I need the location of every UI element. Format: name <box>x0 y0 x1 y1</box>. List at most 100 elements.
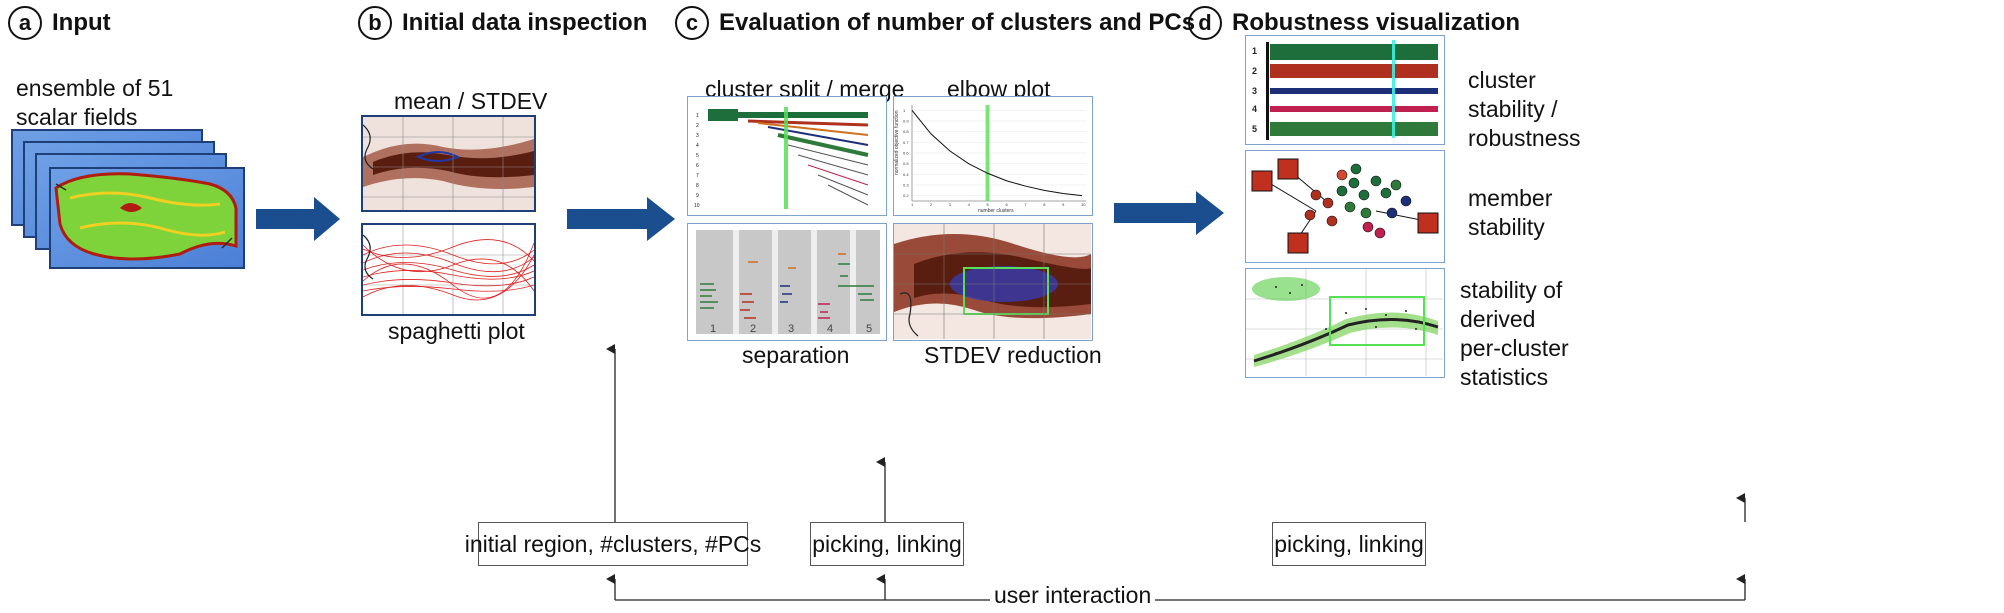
robust-row-label: 5 <box>1252 124 1257 134</box>
separation-label: separation <box>742 342 850 368</box>
elbow-highlight <box>985 105 990 201</box>
separation-tick: 1 <box>710 323 716 335</box>
flow-arrow-b-c <box>567 197 675 241</box>
split-row-label: 8 <box>696 183 699 189</box>
picking-linking-c-box[interactable]: picking, linking <box>810 522 964 566</box>
stdev-reduction-panel <box>893 223 1093 341</box>
split-merge-panel: 1 2 3 4 5 6 7 8 9 10 <box>687 96 887 216</box>
derived-statistics-line4: statistics <box>1460 364 1549 390</box>
split-row-label: 7 <box>696 173 699 179</box>
elbow-x-tick: 3 <box>949 202 952 207</box>
elbow-y-tick: 0.7 <box>903 140 909 145</box>
spaghetti-plot-panel <box>361 223 536 316</box>
split-merge-chart: 1 2 3 4 5 6 7 8 9 10 <box>688 97 885 214</box>
separation-tick: 5 <box>866 323 872 335</box>
cluster-stability-line2: stability / <box>1468 96 1558 122</box>
elbow-x-tick: 4 <box>968 202 971 207</box>
step-b-header: b Initial data inspection <box>358 6 647 40</box>
separation-tick: 3 <box>788 323 794 335</box>
split-row-label: 4 <box>696 143 699 149</box>
split-row-label: 2 <box>696 123 699 129</box>
picking-linking-d-box[interactable]: picking, linking <box>1272 522 1426 566</box>
step-d-title: Robustness visualization <box>1232 9 1521 36</box>
step-a-badge: a <box>8 6 42 40</box>
flow-arrow-c-d <box>1114 191 1224 235</box>
robust-row-label: 4 <box>1252 104 1257 114</box>
cluster-stability-label: cluster stability / robustness <box>1468 66 1581 153</box>
member-stability-label: member stability <box>1468 184 1552 242</box>
split-row-label: 1 <box>696 113 699 119</box>
split-row-label: 9 <box>696 193 699 199</box>
elbow-y-tick: 0.6 <box>903 151 909 156</box>
split-row-label: 3 <box>696 133 699 139</box>
separation-tick: 4 <box>827 323 833 335</box>
elbow-x-tick: 5 <box>987 202 990 207</box>
step-d-header: d Robustness visualization <box>1188 6 1520 40</box>
elbow-x-tick: 8 <box>1043 202 1046 207</box>
split-row-label: 6 <box>696 163 699 169</box>
member-stability-line1: member <box>1468 185 1553 211</box>
derived-statistics-panel <box>1245 268 1445 378</box>
split-merge-row-labels: 1 2 3 4 5 6 7 8 9 10 <box>694 113 700 209</box>
elbow-y-tick: 0.9 <box>903 119 909 124</box>
derived-statistics-label: stability of derived per-cluster statist… <box>1460 276 1569 392</box>
split-row-label: 5 <box>696 153 699 159</box>
step-a-title: Input <box>52 9 111 36</box>
elbow-y-tick: 0.2 <box>903 193 909 198</box>
robust-row-label: 2 <box>1252 66 1257 76</box>
split-merge-highlight <box>784 107 788 209</box>
step-d-badge: d <box>1188 6 1222 40</box>
elbow-x-tick: 1 <box>911 202 914 207</box>
derived-statistics-line3: per-cluster <box>1460 335 1569 361</box>
elbow-x-axis-label: number clusters <box>978 208 1014 214</box>
picking-linking-d-text: picking, linking <box>1274 530 1424 557</box>
flow-arrow-a-b <box>256 197 340 241</box>
field-card-4 <box>49 167 245 269</box>
split-row-label: 10 <box>694 203 700 209</box>
elbow-x-tick: 6 <box>1005 202 1008 207</box>
initial-region-text: initial region, #clusters, #PCs <box>464 530 762 557</box>
elbow-y-tick: 0.5 <box>903 161 909 166</box>
elbow-x-tick: 7 <box>1024 202 1027 207</box>
member-stability-panel <box>1245 150 1445 263</box>
mean-stdev-panel <box>361 115 536 212</box>
step-c-badge: c <box>675 6 709 40</box>
input-caption-line1: ensemble of 51 <box>16 75 174 101</box>
elbow-y-tick: 0.3 <box>903 183 909 188</box>
cluster-stability-line3: robustness <box>1468 125 1581 151</box>
elbow-y-axis-label: normalized objective function <box>894 110 900 175</box>
elbow-y-tick: 1 <box>903 108 906 113</box>
spaghetti-plot-label: spaghetti plot <box>388 318 525 344</box>
derived-region-box <box>1329 296 1425 346</box>
member-stability-line2: stability <box>1468 214 1545 240</box>
input-caption: ensemble of 51 scalar fields <box>16 74 173 132</box>
elbow-chart: normalized objective function number clu… <box>894 97 1091 214</box>
elbow-x-tick: 10 <box>1081 202 1086 207</box>
cluster-stability-panel: 1 2 3 4 5 <box>1245 35 1445 145</box>
cluster-stability-line1: cluster <box>1468 67 1536 93</box>
elbow-x-tick: 2 <box>930 202 933 207</box>
derived-statistics-line2: derived <box>1460 306 1536 332</box>
step-c-title: Evaluation of number of clusters and PCs <box>719 9 1196 36</box>
mean-stdev-label: mean / STDEV <box>394 88 548 114</box>
derived-statistics-line1: stability of <box>1460 277 1563 303</box>
picking-linking-c-text: picking, linking <box>812 530 962 557</box>
elbow-y-tick: 0.4 <box>903 172 909 177</box>
input-caption-line2: scalar fields <box>16 104 138 130</box>
initial-region-box[interactable]: initial region, #clusters, #PCs <box>465 522 761 566</box>
robust-row-label: 1 <box>1252 46 1257 56</box>
elbow-plot-panel: normalized objective function number clu… <box>893 96 1093 216</box>
stdev-reduction-label: STDEV reduction <box>924 342 1102 368</box>
ensemble-field-stack <box>11 129 245 269</box>
step-a-header: a Input <box>8 6 111 40</box>
elbow-y-tick: 0.8 <box>903 129 909 134</box>
step-b-badge: b <box>358 6 392 40</box>
step-b-title: Initial data inspection <box>402 9 648 36</box>
elbow-x-tick: 9 <box>1062 202 1065 207</box>
separation-chart: 1 2 3 4 5 <box>688 224 885 339</box>
separation-panel: 1 2 3 4 5 <box>687 223 887 341</box>
user-interaction-label: user interaction <box>990 582 1156 609</box>
elbow-curve <box>911 110 1083 197</box>
robust-row-label: 3 <box>1252 86 1257 96</box>
